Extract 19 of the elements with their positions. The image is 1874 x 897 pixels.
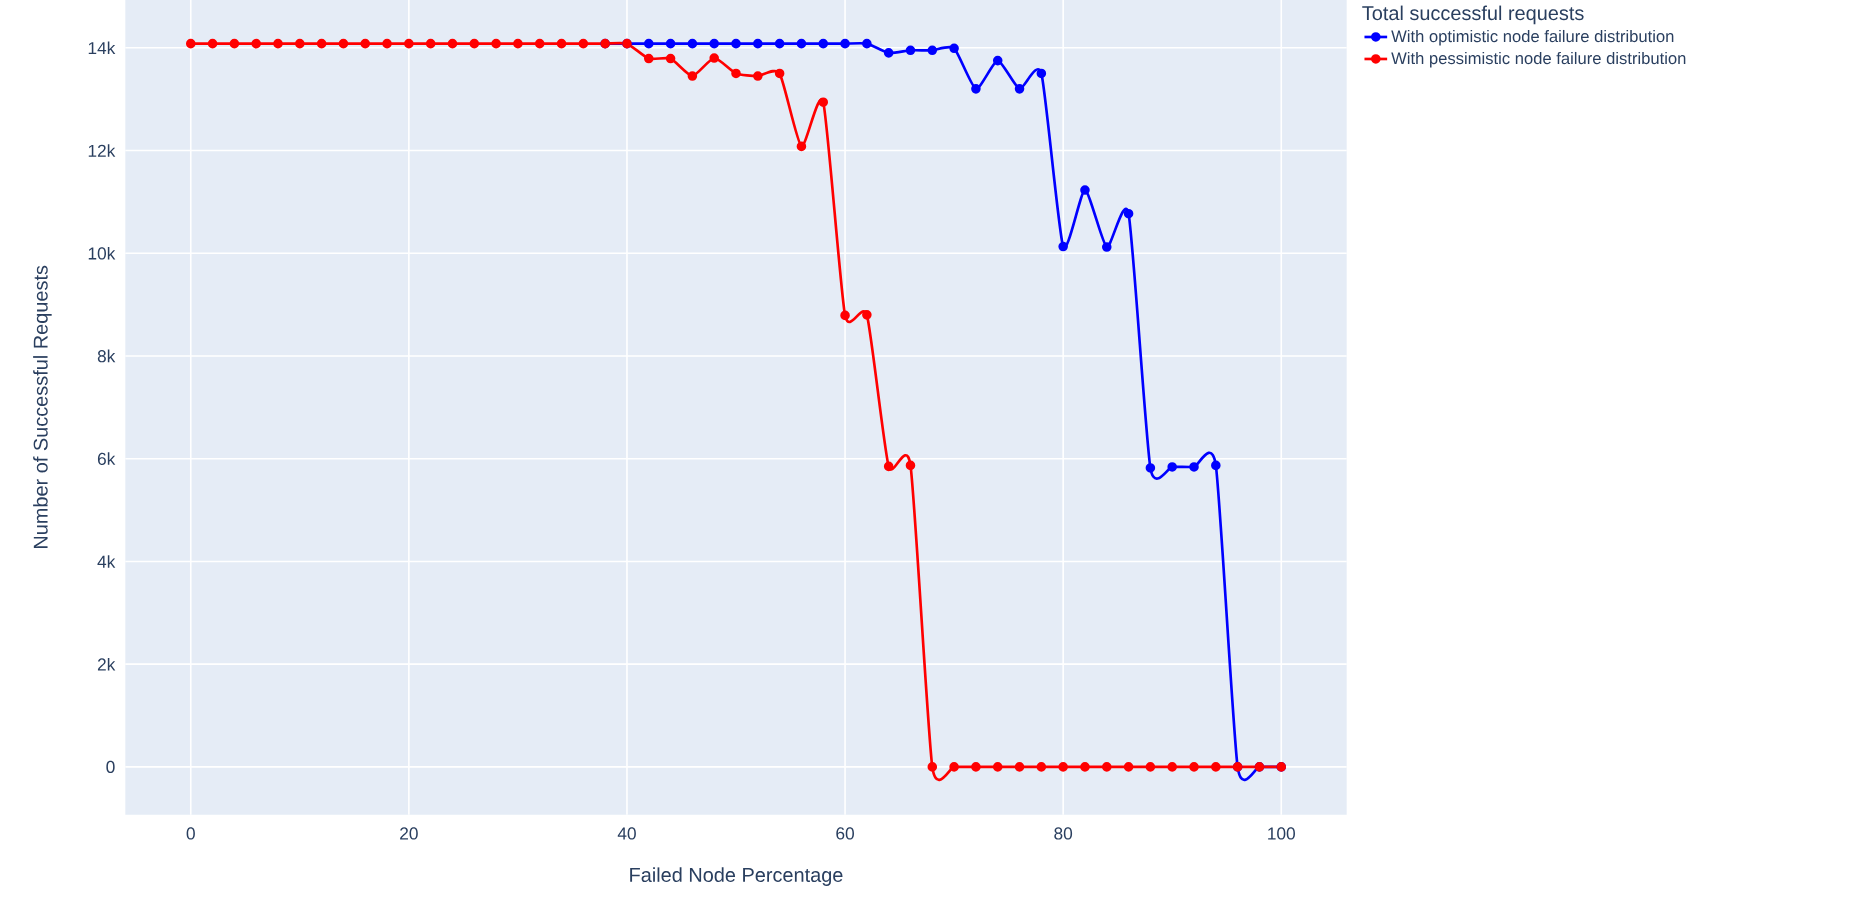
legend-label: With pessimistic node failure distribution	[1391, 51, 1686, 68]
x-tick-label: 80	[1054, 827, 1073, 840]
y-tick-label: 6k	[97, 452, 116, 466]
y-tick-label: 12k	[88, 144, 116, 157]
y-tick-label: 4k	[97, 555, 116, 568]
legend-title: Total successful requests	[1362, 5, 1584, 25]
y-tick-label: 2k	[97, 657, 116, 671]
x-tick-label: 60	[836, 827, 854, 840]
y-tick-label: 0	[106, 760, 115, 774]
x-tick-label: 100	[1268, 827, 1295, 840]
x-tick-label: 40	[617, 827, 636, 840]
y-tick-label: 14k	[88, 41, 116, 55]
x-tick-label: 0	[186, 827, 195, 840]
x-axis-title: Failed Node Percentage	[630, 867, 843, 886]
y-axis-title: Number of Successful Requests	[33, 265, 52, 549]
x-tick-label: 20	[400, 827, 418, 840]
y-tick-label: 8k	[97, 349, 116, 363]
y-tick-label: 10k	[88, 246, 116, 260]
legend-label: With optimistic node failure distribution	[1391, 29, 1674, 46]
